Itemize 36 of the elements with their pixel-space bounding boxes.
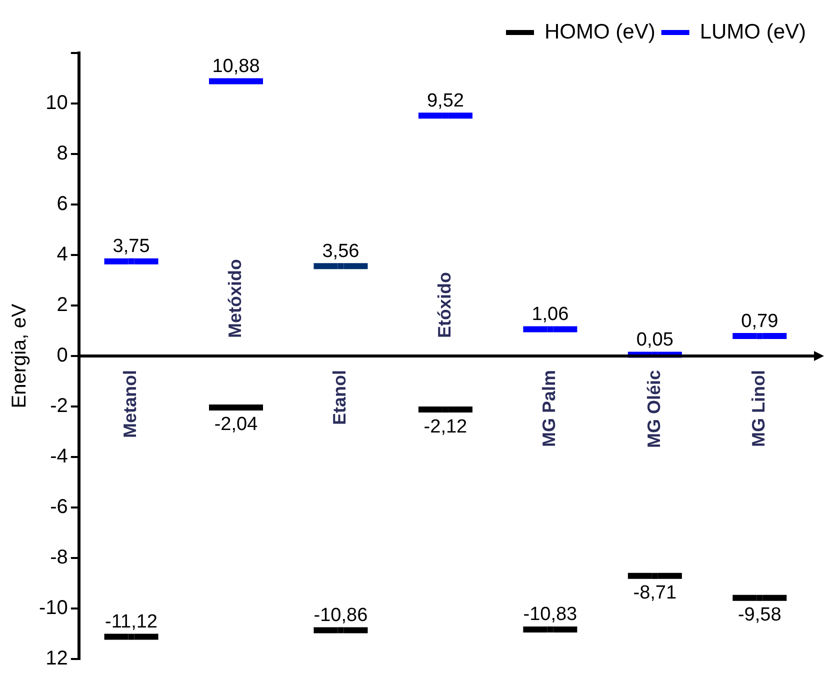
x-tick-label: Metanol <box>120 370 140 438</box>
x-tick-label: MG Palm <box>539 370 560 448</box>
data-label: -9,58 <box>738 604 782 626</box>
data-label: 0,05 <box>636 329 674 350</box>
data-label: -2,12 <box>424 416 468 438</box>
y-axis-title: Energia, eV <box>8 303 31 408</box>
data-label: 3,56 <box>322 240 360 262</box>
y-tick-label: 2 <box>56 294 68 316</box>
data-label: -2,04 <box>214 414 258 436</box>
y-tick-label: -4 <box>50 446 68 468</box>
y-tick-label: -2 <box>50 395 68 418</box>
y-tick-label: 6 <box>56 193 68 216</box>
y-tick-label: 8 <box>56 142 68 165</box>
data-label: -10,86 <box>314 604 368 626</box>
legend-label: HOMO (eV) <box>544 20 656 44</box>
data-label: -10,83 <box>523 604 578 626</box>
y-tick-label: 12 <box>46 648 68 670</box>
x-tick-label: Etóxido <box>434 272 454 338</box>
data-label: 3,75 <box>112 236 150 258</box>
data-label: 1,06 <box>532 304 569 325</box>
x-tick-label: MG Oléic <box>644 370 664 448</box>
legend-label: LUMO (eV) <box>700 20 806 44</box>
y-tick-label: -8 <box>50 546 68 569</box>
data-label: 10,88 <box>212 56 260 78</box>
y-tick-label: 4 <box>56 244 68 266</box>
x-tick-label: Etanol <box>330 370 350 426</box>
y-tick-label: 10 <box>46 92 68 114</box>
x-tick-label: MG Linol <box>748 370 769 447</box>
data-label: 9,52 <box>426 90 464 112</box>
data-label: -8,71 <box>633 582 677 604</box>
x-tick-label: Metóxido <box>224 259 245 338</box>
data-label: 0,79 <box>741 310 778 332</box>
y-tick-label: 0 <box>56 344 68 367</box>
y-tick-label: -6 <box>50 496 68 518</box>
y-tick-label: -10 <box>39 597 68 620</box>
data-label: -11,12 <box>105 612 158 633</box>
